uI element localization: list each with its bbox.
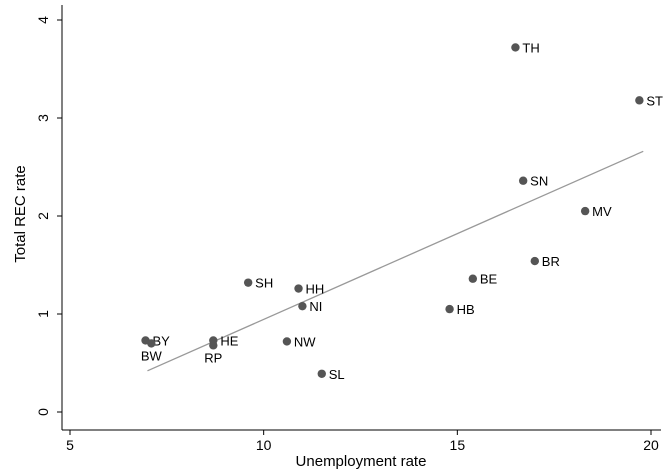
- data-point: [294, 284, 303, 293]
- data-point: [209, 341, 218, 350]
- point-label: ST: [646, 93, 663, 108]
- x-axis-title: Unemployment rate: [296, 453, 427, 470]
- data-point: [511, 43, 520, 52]
- point-label: HH: [306, 282, 325, 297]
- data-point: [518, 176, 528, 185]
- point-label: SH: [255, 276, 273, 291]
- point-label: BR: [542, 254, 560, 269]
- x-tick-label: 15: [450, 437, 466, 453]
- point-label: BW: [141, 348, 163, 363]
- point-label: RP: [204, 350, 222, 365]
- y-axis-ticks: 0 1 2 3 4: [35, 16, 62, 416]
- y-tick-label: 0: [35, 408, 51, 416]
- y-tick-label: 1: [35, 310, 51, 318]
- data-point: [298, 301, 307, 311]
- point-label: TH: [522, 40, 539, 55]
- point-label: BY: [153, 333, 171, 348]
- data-point: [317, 369, 326, 378]
- point-label: HE: [220, 333, 238, 348]
- point-label: MV: [592, 204, 612, 219]
- x-axis-ticks: 5 10 15 20: [66, 430, 659, 453]
- data-point: [468, 274, 478, 283]
- data-point: [530, 256, 539, 266]
- point-label: SL: [329, 367, 345, 382]
- y-axis-title: Total REC rate: [12, 165, 29, 263]
- y-tick-label: 3: [35, 114, 51, 122]
- data-point: [243, 278, 253, 287]
- plot-frame: [61, 5, 661, 431]
- data-point: [445, 304, 454, 314]
- point-label: NW: [294, 334, 316, 349]
- point-label: NI: [309, 299, 322, 314]
- point-label: HB: [457, 302, 475, 317]
- data-point: [580, 206, 590, 216]
- data-point: [635, 96, 644, 105]
- data-point: [282, 337, 292, 346]
- y-tick-label: 4: [35, 16, 51, 24]
- point-label: SN: [530, 174, 548, 189]
- x-tick-label: 20: [643, 437, 659, 453]
- x-tick-label: 5: [66, 437, 74, 453]
- y-tick-label: 2: [35, 212, 51, 220]
- point-label: BE: [480, 272, 498, 287]
- fit-line: [147, 150, 644, 372]
- data-point: [147, 339, 156, 348]
- x-tick-label: 10: [256, 437, 272, 453]
